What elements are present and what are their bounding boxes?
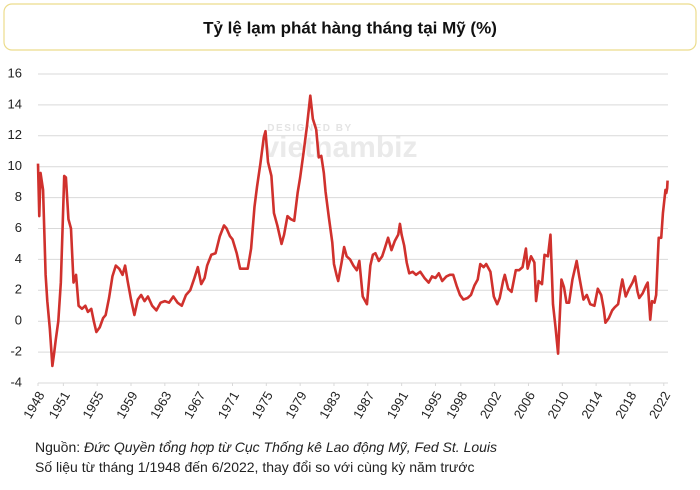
x-tick-label: 1971 [215, 389, 242, 422]
y-tick-label: -4 [10, 374, 22, 389]
x-tick-label: 1995 [418, 389, 445, 422]
y-tick-label: 14 [8, 96, 22, 111]
x-tick-label: 1967 [181, 389, 208, 422]
source-note: Nguồn: Đức Quyền tổng hợp từ Cục Thống k… [35, 439, 497, 455]
x-tick-label: 2014 [578, 389, 605, 422]
x-tick-label: 1979 [282, 389, 309, 422]
x-tick-label: 2010 [544, 389, 571, 422]
x-tick-label: 1955 [79, 389, 106, 422]
y-tick-label: 4 [15, 251, 22, 266]
x-tick-label: 1991 [384, 389, 411, 422]
y-tick-label: 10 [8, 158, 22, 173]
y-tick-label: 0 [15, 313, 22, 328]
x-tick-label: 2018 [612, 389, 639, 422]
watermark: vietnambiz [262, 131, 417, 164]
x-tick-label: 1983 [316, 389, 343, 422]
y-tick-label: 8 [15, 189, 22, 204]
chart-title: Tỷ lệ lạm phát hàng tháng tại Mỹ (%) [203, 18, 497, 37]
y-tick-label: 2 [15, 282, 22, 297]
x-tick-label: 1951 [45, 389, 72, 422]
inflation-line [36, 94, 669, 368]
x-tick-label: 2006 [511, 389, 538, 422]
data-note: Số liệu từ tháng 1/1948 đến 6/2022, thay… [35, 459, 474, 475]
source-label: Nguồn: [35, 439, 80, 455]
x-tick-label: 1959 [113, 389, 140, 422]
x-tick-label: 2002 [477, 389, 504, 422]
y-tick-label: 6 [15, 220, 22, 235]
title-box [3, 3, 697, 51]
x-tick-label: 1987 [350, 389, 377, 422]
x-tick-label: 1948 [20, 389, 47, 422]
x-tick-label: 1963 [147, 389, 174, 422]
x-tick-label: 1975 [248, 389, 275, 422]
watermark: DESIGNED BY [267, 123, 352, 134]
y-tick-label: 12 [8, 127, 22, 142]
x-tick-label: 2022 [646, 389, 673, 422]
y-tick-label: 16 [8, 65, 22, 80]
x-tick-label: 1998 [443, 389, 470, 422]
y-tick-label: -2 [10, 344, 22, 359]
source-text: Đức Quyền tổng hợp từ Cục Thống kê Lao đ… [84, 439, 497, 455]
